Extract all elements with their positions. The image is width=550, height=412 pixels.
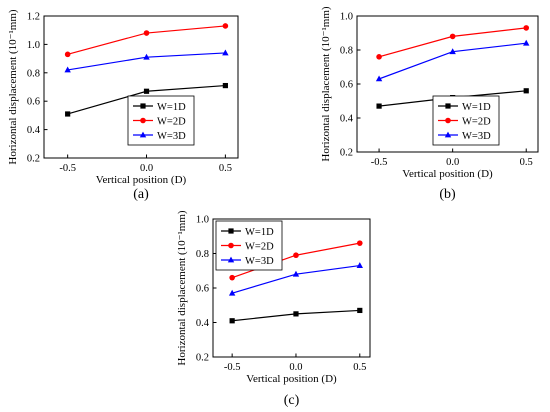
- y-tick-label: 0.6: [196, 284, 209, 295]
- data-point: [222, 49, 229, 56]
- x-tick-label: 0.0: [446, 157, 459, 168]
- legend-marker: [445, 117, 451, 124]
- y-tick-label: 0.8: [196, 249, 209, 260]
- legend-marker: [228, 228, 234, 234]
- data-point: [293, 311, 299, 317]
- y-tick-label: 0.8: [27, 68, 40, 79]
- y-tick-label: 0.8: [340, 46, 353, 57]
- legend-label: W=3D: [462, 131, 491, 142]
- legend-label: W=2D: [157, 116, 186, 127]
- data-point: [143, 88, 150, 94]
- legend-label: W=3D: [245, 256, 274, 267]
- x-tick-label: -0.5: [224, 362, 241, 373]
- data-point: [376, 54, 382, 60]
- legend-label: W=3D: [157, 131, 186, 142]
- data-point: [357, 307, 363, 314]
- legend: W=1D W=2D W=3D: [127, 95, 195, 146]
- panel-label: (b): [439, 187, 456, 202]
- legend-label: W=1D: [462, 102, 491, 113]
- data-point: [228, 289, 236, 296]
- legend: W=1D W=2D W=3D: [215, 220, 283, 271]
- y-tick-label: 0.6: [27, 97, 40, 108]
- data-point: [449, 48, 456, 55]
- data-point: [375, 75, 383, 82]
- legend: W=1D W=2D W=3D: [432, 95, 500, 146]
- chart-panel-0: 0.2 0.4 0.6 0.8 1.0 1.2 -0.5 0.0 0.5 Vertical pos…: [7, 9, 239, 202]
- data-point: [229, 318, 235, 324]
- data-point: [222, 82, 228, 89]
- data-point: [143, 30, 150, 36]
- y-tick-label: 0.4: [196, 318, 210, 329]
- y-tick-label: 1.0: [340, 12, 353, 23]
- y-tick-label: 0.2: [196, 353, 209, 364]
- chart-panel-2: 0.2 0.4 0.6 0.8 1.0 -0.5 0.0 0.5 Vertical positi…: [176, 210, 371, 408]
- data-point: [449, 33, 456, 40]
- data-point: [523, 88, 529, 94]
- panel-label: (a): [133, 187, 149, 202]
- legend-label: W=1D: [245, 227, 274, 238]
- x-tick-label: -0.5: [59, 163, 76, 174]
- y-tick-label: 1.2: [27, 12, 40, 23]
- legend-label: W=2D: [245, 241, 274, 252]
- data-point: [222, 23, 229, 29]
- y-tick-label: 0.6: [340, 80, 353, 91]
- legend-label: W=2D: [462, 116, 491, 127]
- legend-marker: [228, 242, 234, 249]
- y-axis-label: Horizontal displacement (10⁻¹mm): [7, 9, 19, 164]
- series-line-W=2D: [67, 25, 226, 55]
- chart-panel-1: 0.2 0.4 0.6 0.8 1.0 -0.5 0.0 0.5 Vertical positi…: [320, 6, 539, 202]
- y-tick-label: 0.4: [27, 125, 41, 136]
- x-axis-label: Vertical position (D): [96, 174, 187, 186]
- data-point: [293, 252, 299, 259]
- legend-marker: [444, 131, 452, 138]
- x-tick-label: -0.5: [371, 157, 388, 168]
- legend-marker: [445, 103, 451, 109]
- x-axis-label: Vertical position (D): [246, 373, 337, 385]
- x-axis-label: Vertical position (D): [402, 168, 493, 180]
- data-point: [523, 25, 530, 31]
- data-point: [523, 39, 530, 46]
- legend-label: W=1D: [157, 102, 186, 113]
- legend-marker: [140, 117, 146, 124]
- data-point: [356, 262, 363, 268]
- y-tick-label: 0.2: [27, 154, 40, 165]
- data-point: [65, 111, 71, 117]
- y-tick-label: 1.0: [196, 215, 209, 226]
- y-axis-label: Horizontal displacement (10⁻¹mm): [320, 6, 332, 161]
- x-tick-label: 0.5: [219, 163, 232, 174]
- data-point: [376, 103, 382, 109]
- data-point: [143, 53, 150, 60]
- data-point: [64, 51, 71, 58]
- legend-marker: [139, 131, 147, 138]
- y-tick-label: 1.0: [27, 40, 40, 51]
- legend-marker: [227, 256, 235, 263]
- x-tick-label: 0.5: [520, 157, 533, 168]
- y-axis-label: Horizontal displacement (10⁻¹mm): [176, 210, 188, 365]
- data-point: [356, 240, 363, 246]
- y-tick-label: 0.2: [340, 148, 353, 159]
- panel-label: (c): [284, 393, 300, 408]
- plot-frame: [43, 15, 239, 159]
- data-point: [292, 270, 300, 277]
- data-point: [64, 66, 71, 73]
- y-tick-label: 0.4: [340, 114, 354, 125]
- legend-marker: [140, 103, 146, 109]
- x-tick-label: 0.0: [289, 362, 302, 373]
- x-tick-label: 0.0: [140, 163, 153, 174]
- x-tick-label: 0.5: [353, 362, 366, 373]
- data-point: [229, 274, 235, 281]
